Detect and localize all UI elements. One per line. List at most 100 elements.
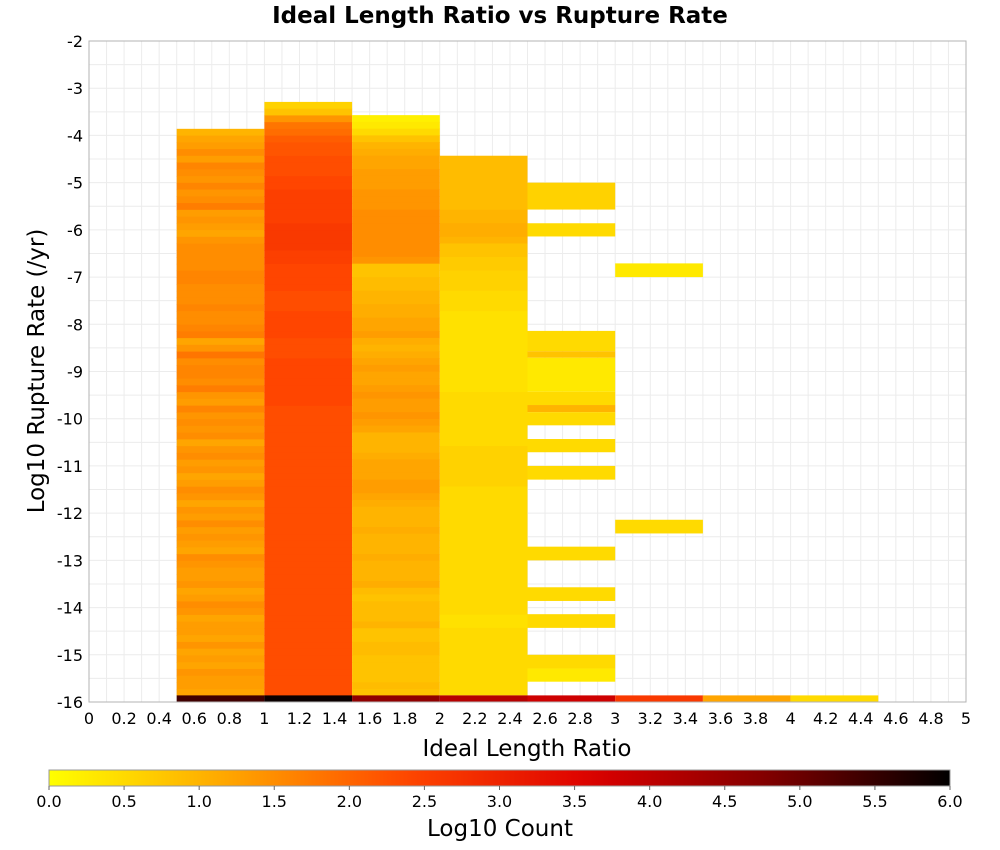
- heatmap-cell: [439, 520, 528, 528]
- heatmap-cell: [264, 371, 353, 380]
- heatmap-cell: [352, 310, 440, 319]
- heatmap-cell: [352, 304, 440, 312]
- colorbar-tick-label: 0.5: [111, 792, 136, 811]
- heatmap-cell: [264, 297, 353, 305]
- colorbar-label: Log10 Count: [427, 816, 573, 842]
- x-tick-labels: 0 0.2 0.4 0.6 0.8 1 1.2 1.4 1.6 1.8 2 2.2 2.4 2.6 2.8 3…: [84, 709, 971, 728]
- x-axis-label: Ideal Length Ratio: [422, 736, 631, 762]
- heatmap-cell: [439, 250, 528, 258]
- heatmap-cell: [352, 601, 440, 609]
- y-tick-label: -7: [67, 268, 83, 287]
- heatmap-cell: [439, 560, 528, 575]
- heatmap-cell: [264, 507, 353, 515]
- heatmap-cell: [352, 364, 440, 373]
- heatmap-cell: [439, 344, 528, 353]
- y-tick-labels: -2 -3 -4 -5 -6 -7 -8 -9 -10 -11 -12 -13 -14 -15 -16: [57, 32, 83, 712]
- heatmap-cell: [176, 425, 265, 434]
- heatmap-cell: [527, 412, 616, 426]
- heatmap-cell: [352, 142, 440, 150]
- heatmap-cell: [176, 236, 265, 245]
- heatmap-cell: [352, 169, 440, 177]
- heatmap-cell: [352, 391, 440, 400]
- heatmap-cell: [264, 594, 353, 603]
- y-tick-label: -11: [57, 457, 83, 476]
- heatmap-cell: [439, 500, 528, 508]
- heatmap-cell: [439, 554, 528, 562]
- heatmap-cell: [176, 182, 265, 191]
- heatmap-cell: [352, 479, 440, 487]
- heatmap-cell: [264, 284, 353, 292]
- heatmap-cell: [176, 419, 265, 427]
- heatmap-cell: [176, 209, 265, 218]
- heatmap-cell: [264, 155, 353, 164]
- heatmap-cell: [439, 425, 528, 434]
- heatmap-cell: [439, 486, 528, 494]
- heatmap-cell: [352, 628, 440, 636]
- y-tick-label: -2: [67, 32, 83, 51]
- heatmap-cell: [264, 101, 353, 110]
- heatmap-cell: [439, 155, 528, 163]
- heatmap-cell: [352, 398, 440, 406]
- heatmap-cell: [264, 561, 353, 569]
- heatmap-cell: [264, 344, 353, 353]
- heatmap-cell: [176, 284, 265, 292]
- heatmap-cell: [352, 115, 440, 123]
- heatmap-cell: [439, 513, 528, 521]
- heatmap-cell: [176, 412, 265, 420]
- x-tick-label: 2.8: [567, 709, 592, 728]
- heatmap-cell: [264, 169, 353, 177]
- heatmap-cell: [352, 250, 440, 258]
- heatmap-cell: [527, 439, 616, 453]
- heatmap-cell: [264, 486, 353, 495]
- heatmap-cell: [264, 182, 353, 191]
- heatmap-cell: [352, 574, 440, 582]
- heatmap-cell: [176, 263, 265, 272]
- y-tick-label: -12: [57, 504, 83, 523]
- heatmap-cell: [264, 250, 353, 258]
- heatmap-cell: [264, 230, 353, 238]
- heatmap-cell: [352, 182, 440, 190]
- heatmap-cell: [264, 615, 353, 623]
- heatmap-cell: [615, 519, 703, 534]
- heatmap-cell: [264, 493, 353, 501]
- heatmap-cell: [702, 695, 791, 702]
- y-tick-label: -13: [57, 551, 83, 570]
- heatmap-cell: [352, 371, 440, 379]
- plot-frame: [88, 40, 967, 703]
- y-tick-label: -14: [57, 599, 83, 618]
- heatmap-cell: [176, 662, 265, 670]
- heatmap-cell: [439, 675, 528, 683]
- heatmap-cell: [176, 351, 265, 359]
- heatmap-cell: [352, 283, 440, 292]
- heatmap-cell: [527, 405, 616, 413]
- heatmap-cell: [264, 642, 353, 650]
- heatmap-cell: [352, 614, 440, 622]
- heatmap-cell: [352, 567, 440, 575]
- heatmap-cell: [264, 662, 353, 670]
- heatmap-cell: [176, 695, 265, 702]
- y-tick-label: -15: [57, 646, 83, 665]
- heatmap-cell: [352, 506, 440, 514]
- heatmap-cell: [527, 391, 616, 406]
- y-axis-label: Log10 Rupture Rate (/yr): [24, 229, 50, 514]
- heatmap-cell: [176, 290, 265, 299]
- heatmap-cell: [176, 587, 265, 596]
- colorbar-tick-label: 5.0: [787, 792, 812, 811]
- heatmap-cell: [352, 472, 440, 481]
- heatmap-cell: [439, 506, 528, 515]
- x-tick-label: 5: [961, 709, 971, 728]
- heatmap-cell: [264, 392, 353, 400]
- heatmap-cell: [439, 614, 528, 623]
- heatmap-cell: [264, 547, 353, 555]
- colorbar-tick-label: 3.0: [487, 792, 512, 811]
- heatmap-cell: [176, 608, 265, 616]
- heatmap-cell: [352, 236, 440, 244]
- heatmap-cell: [527, 668, 616, 682]
- heatmap-cell: [352, 358, 440, 366]
- heatmap-cell: [352, 493, 440, 501]
- y-tick-label: -10: [57, 410, 83, 429]
- heatmap-cell: [176, 560, 265, 569]
- heatmap-cell: [352, 256, 440, 265]
- heatmap-cell: [264, 365, 353, 373]
- heatmap-cell: [176, 446, 265, 454]
